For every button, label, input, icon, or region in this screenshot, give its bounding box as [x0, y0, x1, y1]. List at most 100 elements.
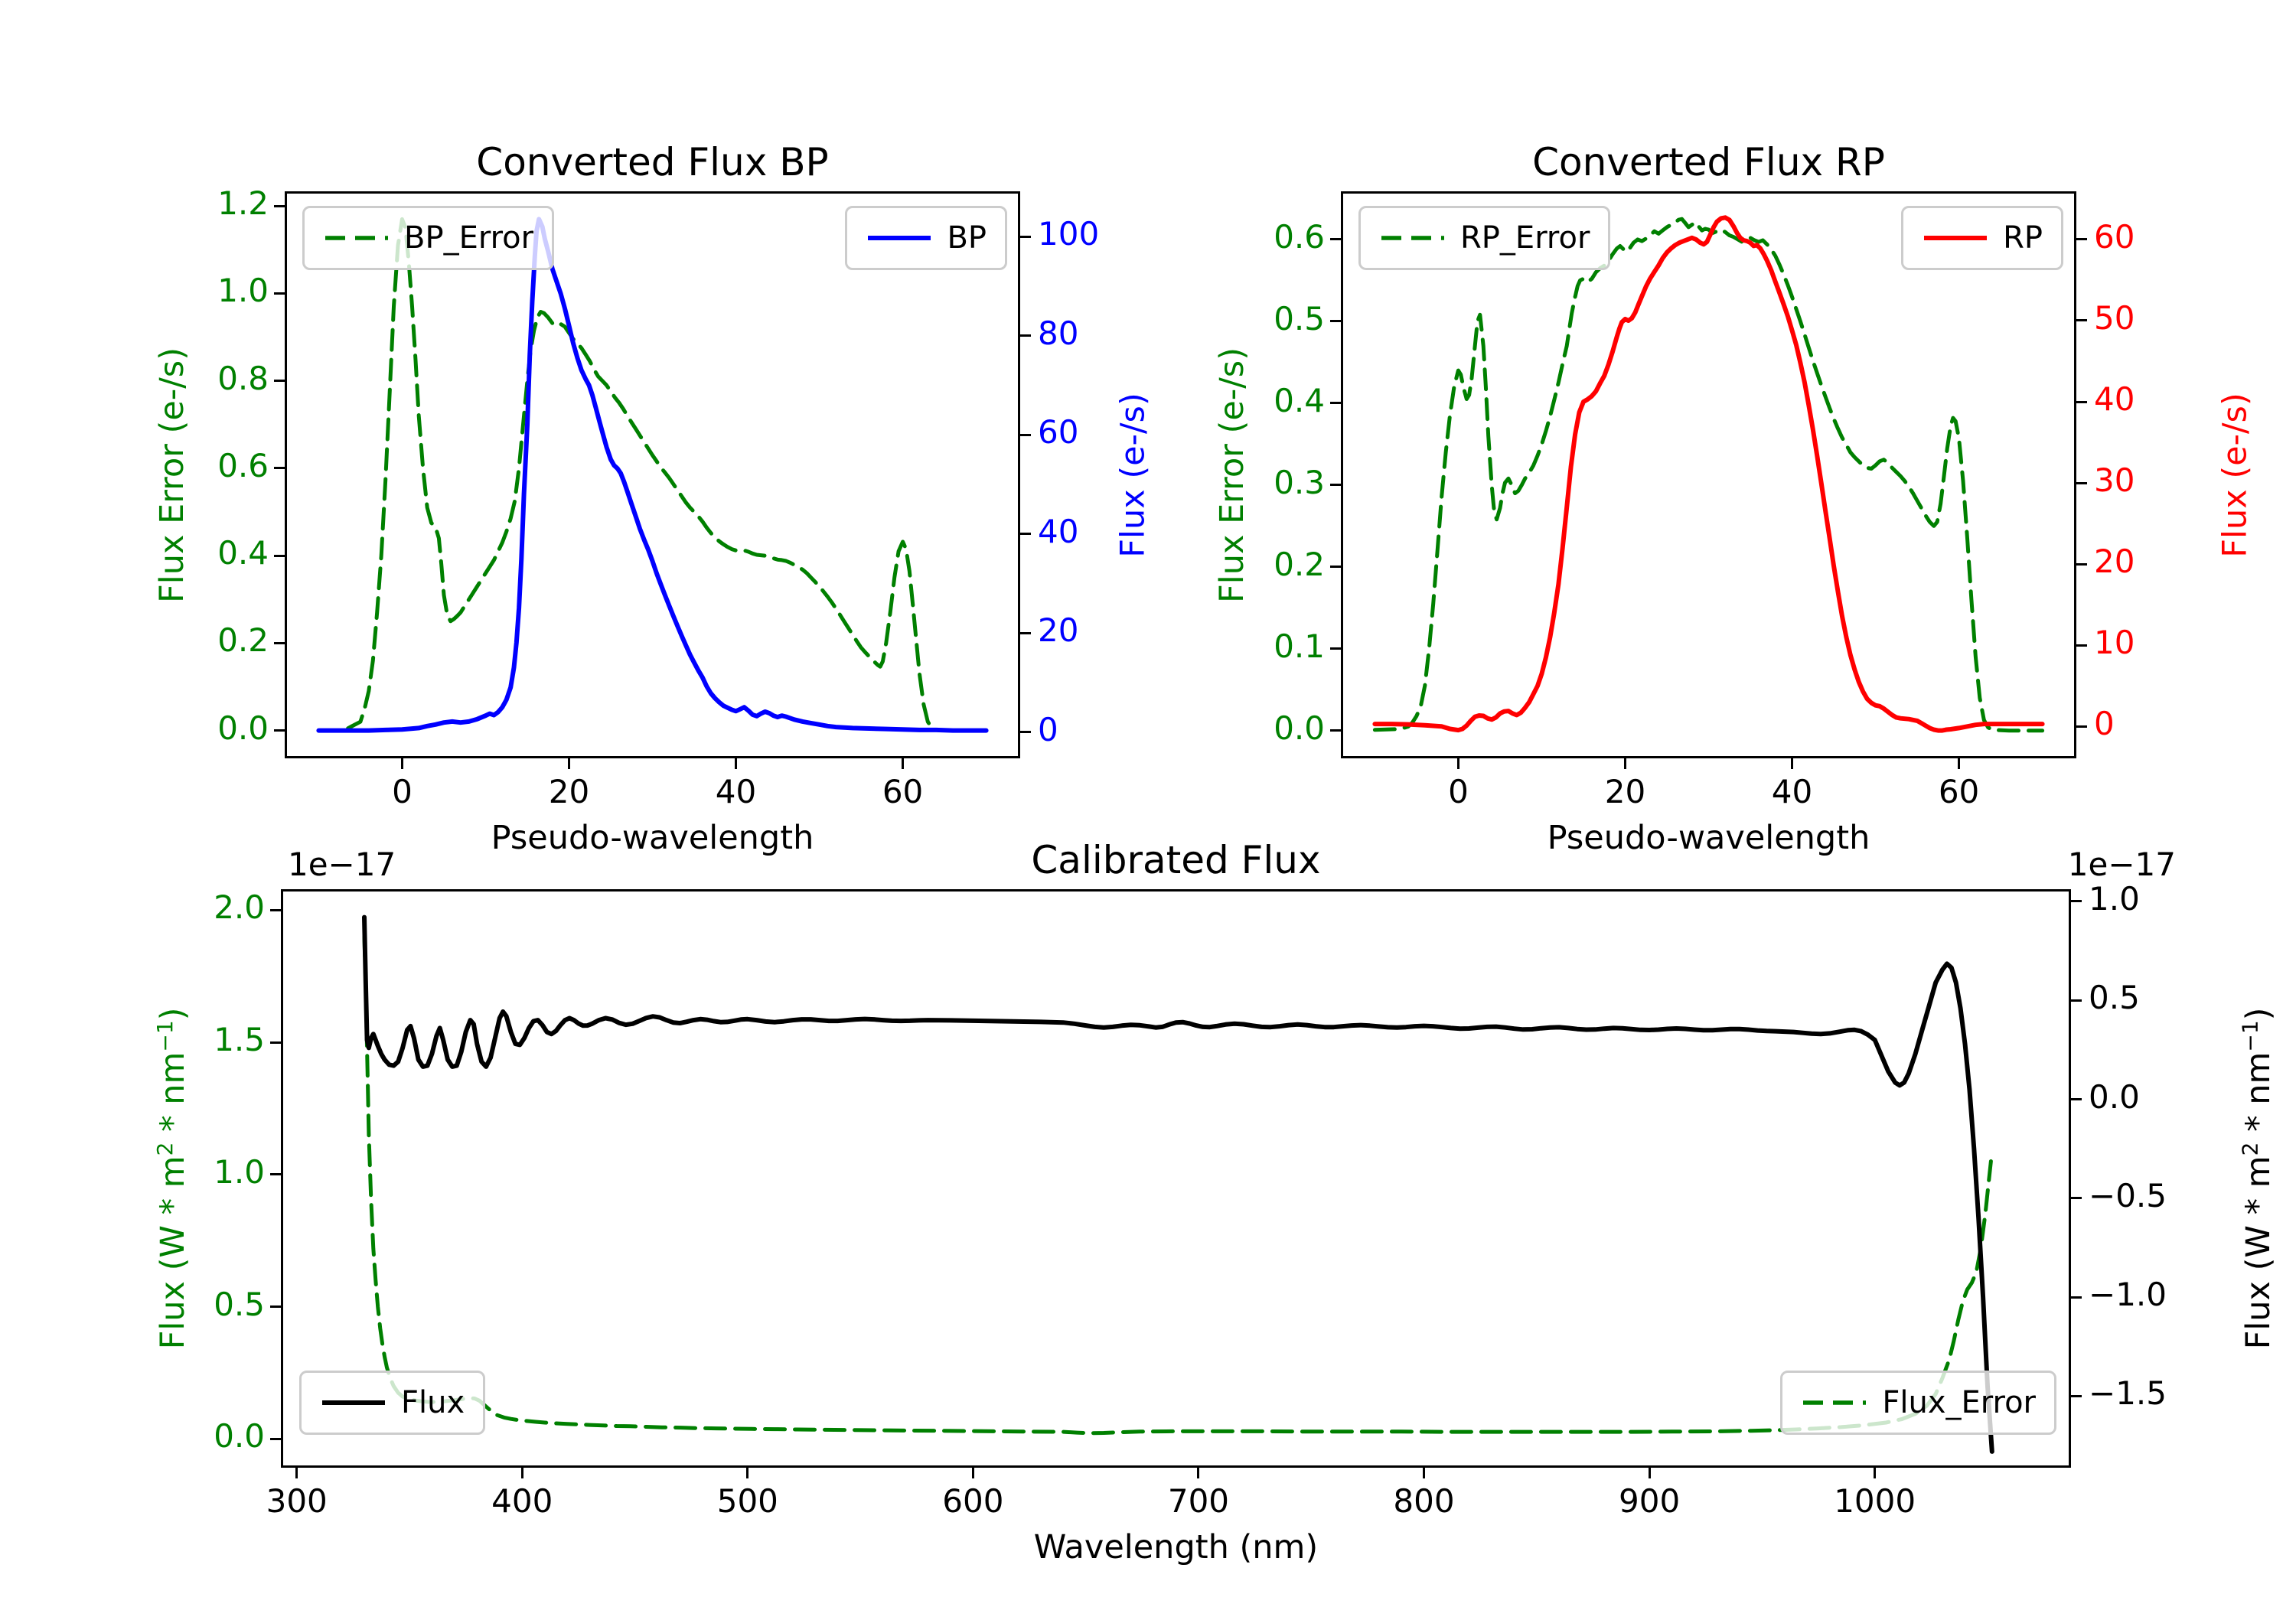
converted-flux-bp-chart: Converted Flux BP Pseudo-wavelength Flux… [153, 140, 1152, 857]
label-text: ) [154, 1007, 193, 1021]
y-tick-label-right: 30 [2094, 461, 2135, 500]
series-RP_Error [1372, 217, 2045, 733]
x-tick-label: 800 [1393, 1482, 1455, 1520]
y-tick-right [1020, 433, 1031, 436]
y-tick-left [1330, 647, 1341, 650]
y-tick-left [1330, 320, 1341, 323]
dashed-line-icon [325, 236, 388, 240]
x-tick [1423, 1468, 1426, 1478]
y-tick-right [1020, 731, 1031, 734]
y-tick-label-left: 0.4 [217, 534, 269, 572]
y-tick-left [270, 1437, 281, 1440]
series-Flux [362, 914, 1994, 1454]
y-tick-left [274, 641, 285, 644]
y-tick-label-right: 60 [1038, 413, 1079, 451]
x-tick [1197, 1468, 1200, 1478]
bp-error-legend-label: BP_Error [404, 220, 534, 256]
x-tick [902, 758, 905, 769]
rp-legend-label: RP [2003, 220, 2043, 256]
label-superscript: −1 [2237, 1020, 2263, 1052]
right-axis-offset-text: 1e−17 [2067, 846, 2176, 883]
label-text: * nm [154, 1051, 193, 1143]
y-tick-label-left: 1.0 [214, 1152, 265, 1191]
y-tick-left [270, 1305, 281, 1309]
x-tick [746, 1468, 749, 1478]
y-tick-label-left: 1.5 [214, 1021, 265, 1058]
calibrated-x-axis-label: Wavelength (nm) [1033, 1528, 1319, 1566]
y-tick-label-left: 0.0 [217, 709, 269, 747]
y-tick-label-left: 0.6 [1274, 217, 1325, 256]
y-tick-label-right: −1.0 [2089, 1276, 2167, 1314]
x-tick [1623, 758, 1626, 769]
y-tick-right [2071, 900, 2082, 903]
x-tick [1874, 1468, 1877, 1478]
y-tick-right [2071, 999, 2082, 1002]
calibrated-y-axis-label-right: Flux (W * m2 * nm−1) [2238, 1008, 2278, 1350]
rp-error-legend-label: RP_Error [1460, 220, 1590, 256]
bp-legend-label: BP [947, 220, 987, 256]
y-tick-left [274, 380, 285, 383]
converted-flux-rp-chart: Converted Flux RP Pseudo-wavelength Flux… [1213, 140, 2254, 857]
y-tick-left [274, 554, 285, 557]
y-tick-left [1330, 729, 1341, 732]
y-tick-label-left: 0.5 [1274, 299, 1325, 337]
y-tick-label-left: 0.8 [217, 359, 269, 397]
series-Flux_Error [362, 934, 1993, 1436]
y-tick-right [2076, 562, 2087, 566]
y-tick-label-right: 60 [2094, 217, 2135, 256]
y-tick-right [2071, 1296, 2082, 1299]
y-tick-right [2076, 644, 2087, 647]
label-superscript: 2 [2237, 1142, 2263, 1156]
x-tick [1958, 758, 1961, 769]
y-tick-label-right: 40 [1038, 512, 1079, 550]
x-tick-label: 20 [1604, 773, 1646, 810]
x-tick [1791, 758, 1794, 769]
solid-line-icon [868, 236, 931, 240]
rp-x-axis-label: Pseudo-wavelength [1547, 819, 1870, 857]
bp-legend: BP [845, 206, 1007, 270]
y-tick-label-left: 0.1 [1274, 627, 1325, 665]
dashed-line-icon [1803, 1400, 1867, 1405]
bp-chart-title: Converted Flux BP [476, 140, 829, 184]
x-tick-label: 40 [715, 773, 757, 810]
bp-error-legend: BP_Error [302, 206, 555, 270]
y-tick-left [1330, 566, 1341, 569]
x-tick-label: 500 [716, 1482, 778, 1520]
y-tick-label-right: 20 [2094, 543, 2135, 581]
dashed-line-icon [1381, 236, 1444, 240]
y-tick-label-right: 0 [1038, 710, 1058, 748]
bp-plot-area [316, 217, 989, 733]
y-tick-label-left: 2.0 [214, 888, 265, 927]
y-tick-label-left: 0.0 [214, 1417, 265, 1455]
series-BP [316, 217, 989, 733]
y-tick-label-left: 0.5 [214, 1285, 265, 1323]
y-tick-label-right: 40 [2094, 380, 2135, 419]
y-tick-right [2076, 319, 2087, 322]
y-tick-right [2076, 725, 2087, 728]
y-tick-label-left: 0.3 [1274, 463, 1325, 501]
y-tick-left [270, 908, 281, 911]
y-tick-left [274, 729, 285, 732]
bp-x-axis-label: Pseudo-wavelength [491, 819, 814, 857]
y-tick-left [274, 292, 285, 295]
flux-legend: Flux [299, 1371, 486, 1435]
y-tick-label-right: 80 [1038, 314, 1079, 352]
calibrated-chart-title: Calibrated Flux [1031, 838, 1321, 882]
y-tick-label-right: 0.5 [2089, 979, 2140, 1017]
rp-chart-title: Converted Flux RP [1532, 140, 1885, 184]
y-tick-right [1020, 235, 1031, 238]
label-text: Flux (W * m [2239, 1156, 2278, 1350]
y-tick-right [2076, 238, 2087, 241]
y-tick-label-left: 0.4 [1274, 381, 1325, 419]
y-tick-label-right: 50 [2094, 298, 2135, 337]
y-tick-label-right: 10 [2094, 624, 2135, 662]
x-tick-label: 0 [392, 773, 413, 810]
x-tick [1648, 1468, 1651, 1478]
y-tick-label-right: 1.0 [2089, 879, 2140, 918]
y-tick-label-right: 0 [2094, 705, 2115, 743]
x-tick [295, 1468, 298, 1478]
x-tick [735, 758, 738, 769]
x-tick-label: 400 [491, 1482, 553, 1520]
y-tick-left [274, 204, 285, 207]
